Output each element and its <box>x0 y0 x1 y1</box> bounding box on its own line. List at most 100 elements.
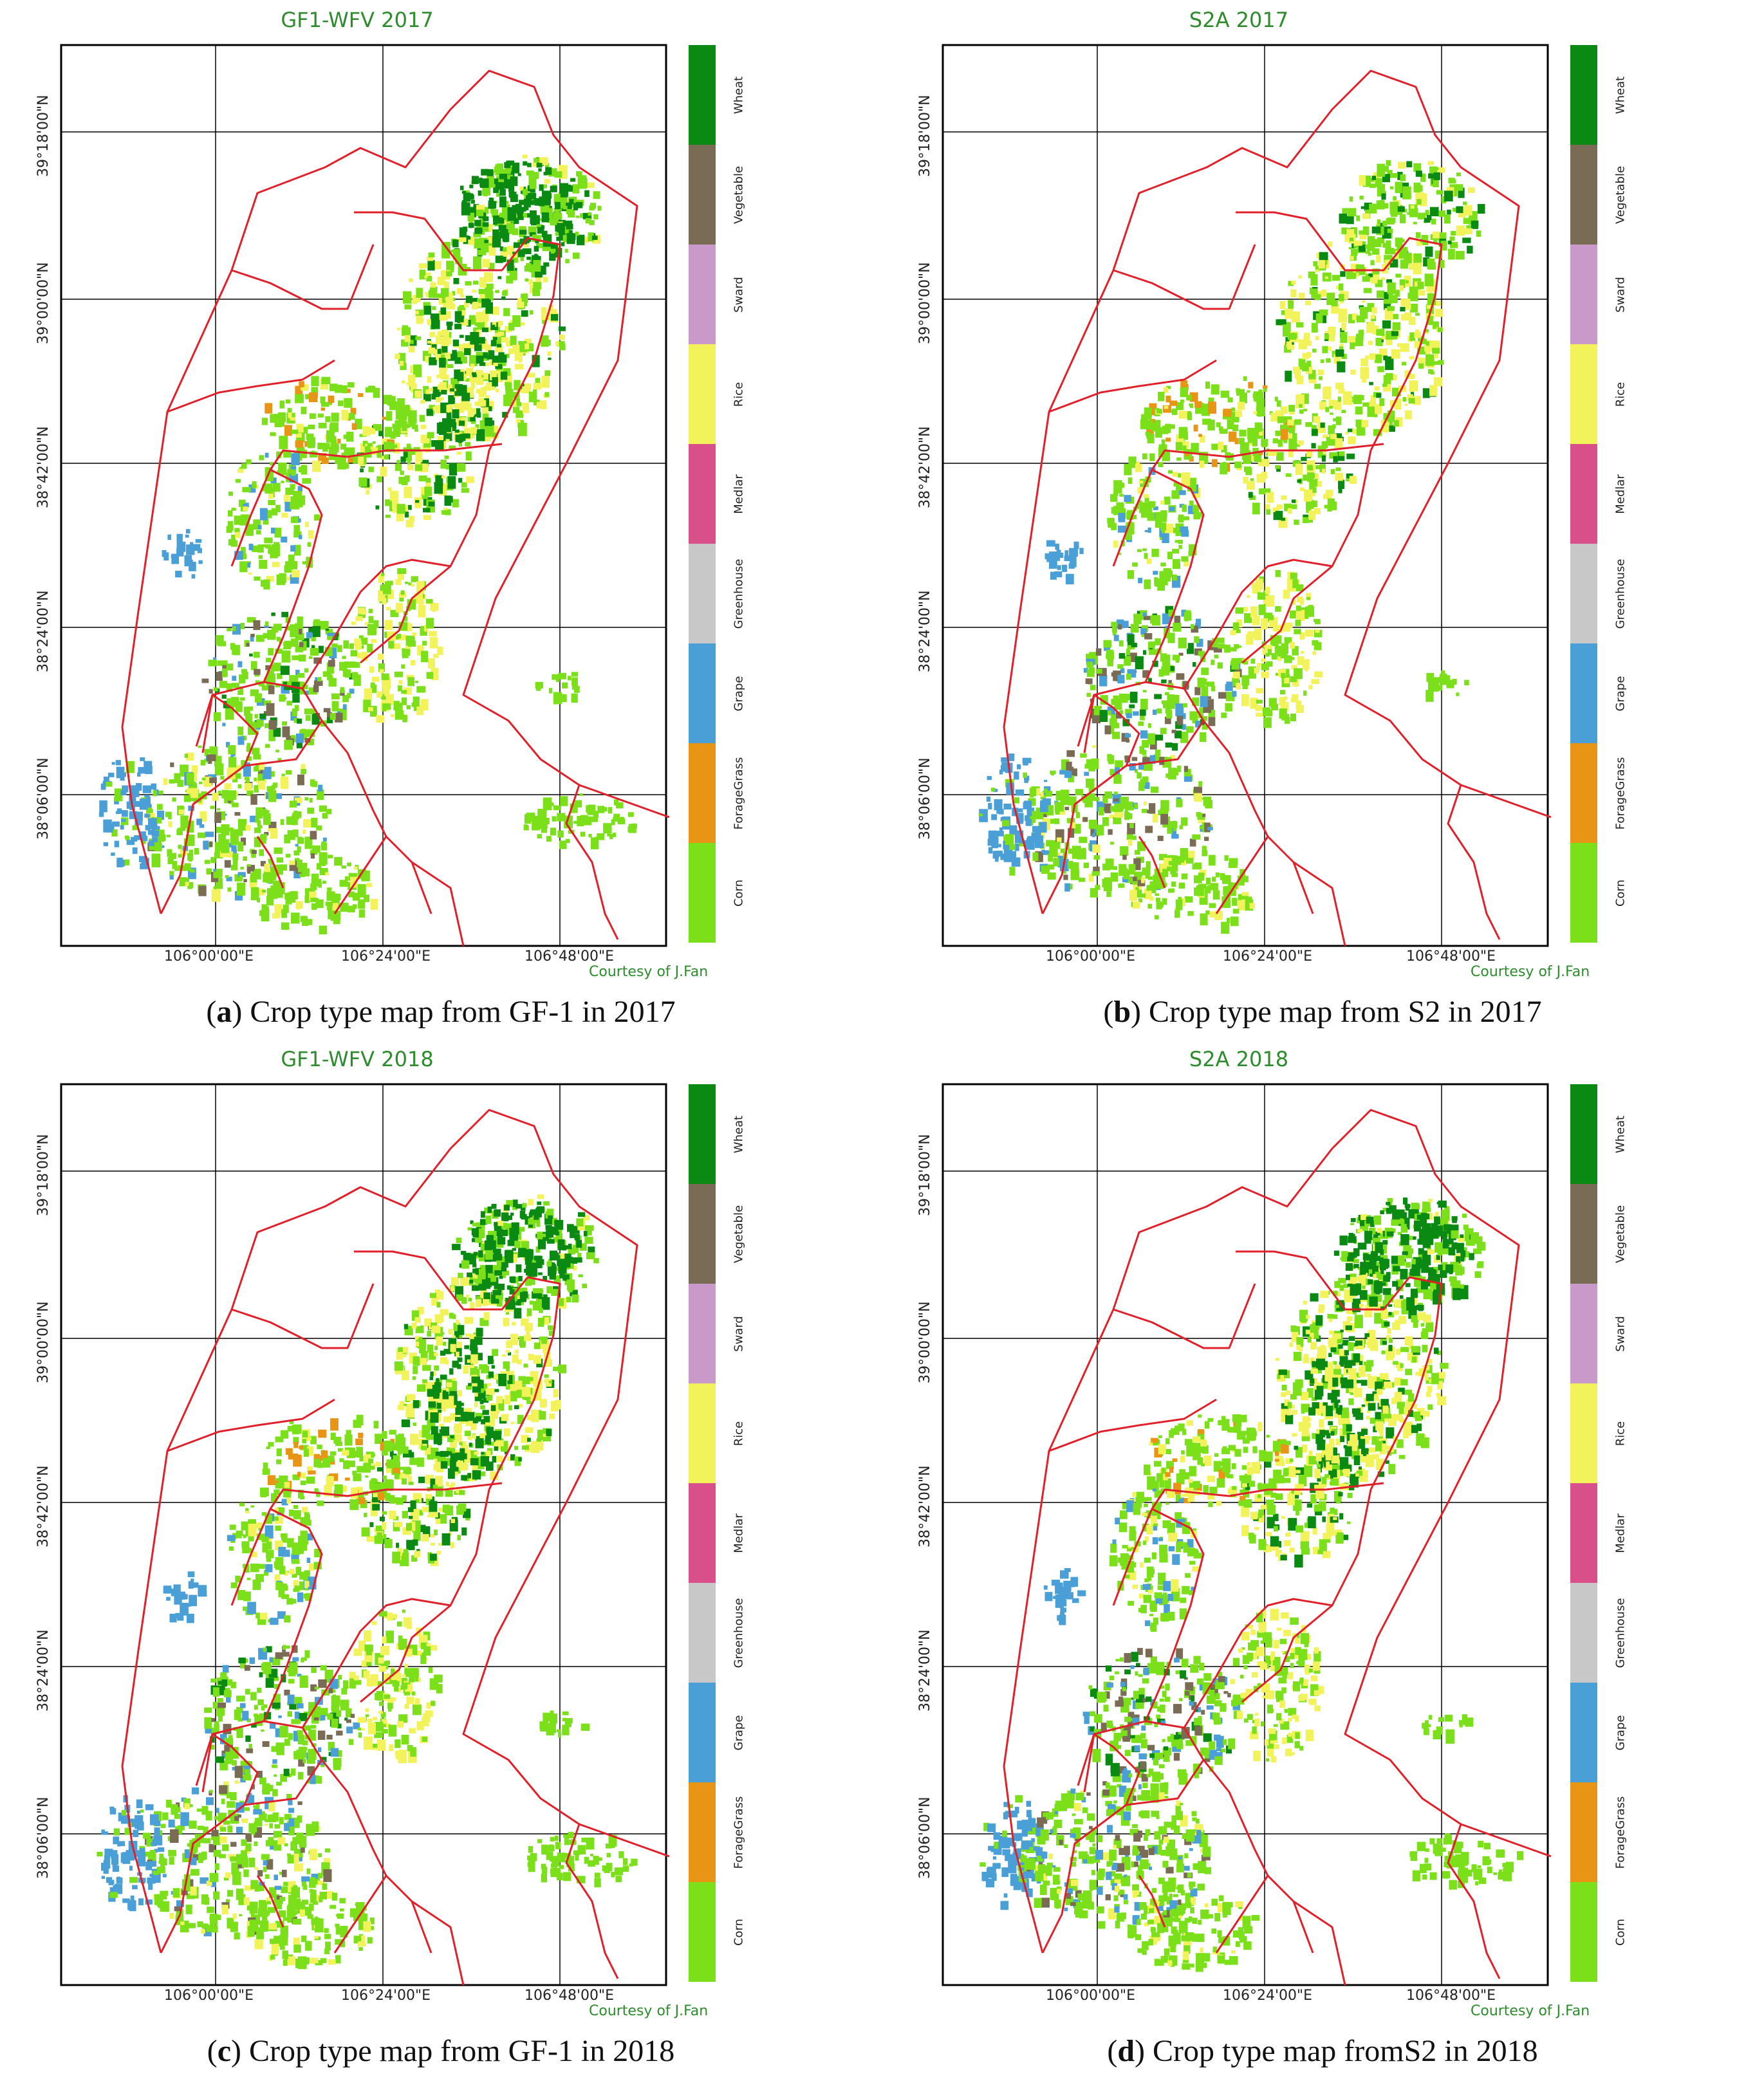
crop-patch <box>1433 361 1439 365</box>
crop-patch <box>281 650 291 663</box>
crop-patch <box>121 818 126 822</box>
crop-patch <box>1160 500 1165 504</box>
crop-patch <box>382 703 391 710</box>
crop-patch <box>1291 311 1300 323</box>
crop-patch <box>519 199 527 205</box>
crop-patch <box>1379 398 1384 406</box>
crop-patch <box>447 1437 454 1443</box>
crop-patch <box>1116 502 1124 510</box>
crop-patch <box>1140 698 1148 710</box>
crop-patch <box>340 882 348 887</box>
crop-patch <box>291 429 299 434</box>
legend-swatch <box>689 843 716 943</box>
crop-patch <box>455 257 463 264</box>
crop-patch <box>525 278 529 282</box>
crop-patch <box>489 370 497 381</box>
crop-patch <box>1165 423 1171 433</box>
crop-patch <box>575 202 583 208</box>
crop-patch <box>284 499 289 504</box>
crop-patch <box>358 477 367 487</box>
crop-patch <box>1172 472 1178 477</box>
crop-patch <box>526 1308 532 1317</box>
crop-patch <box>147 829 155 835</box>
crop-patch <box>237 661 243 668</box>
crop-patch <box>265 510 272 519</box>
crop-patch <box>608 807 613 814</box>
crop-patch <box>294 705 299 711</box>
crop-patch <box>547 351 552 356</box>
crop-patch <box>1339 213 1348 224</box>
crop-patch <box>1113 634 1119 642</box>
crop-patch <box>1372 248 1380 255</box>
crop-patch <box>1305 422 1312 427</box>
crop-patch <box>364 894 370 902</box>
crop-patch <box>1130 624 1139 633</box>
crop-patch <box>1371 307 1377 314</box>
crop-patch <box>591 236 598 240</box>
crop-patch <box>237 882 245 896</box>
crop-patch <box>530 1394 535 1401</box>
crop-patch <box>1297 440 1304 445</box>
crop-patch <box>1192 834 1201 840</box>
crop-patch <box>1173 482 1180 487</box>
crop-patch <box>241 760 247 770</box>
crop-patch <box>340 687 345 694</box>
legend-label: ForageGrass <box>732 757 746 830</box>
crop-patch <box>457 351 465 362</box>
crop-patch <box>1295 611 1303 616</box>
crop-patch <box>298 467 304 473</box>
crop-patch <box>439 382 447 393</box>
crop-patch <box>219 851 229 858</box>
crop-patch <box>470 427 478 434</box>
crop-patch <box>495 370 503 383</box>
crop-patch <box>544 392 550 397</box>
crop-patch <box>518 1403 523 1408</box>
crop-patch <box>281 481 284 483</box>
crop-patch <box>276 636 281 642</box>
crop-patch <box>1303 340 1312 346</box>
crop-patch <box>384 441 391 447</box>
crop-patch <box>249 653 253 657</box>
crop-patch <box>266 809 270 814</box>
crop-patch <box>1170 773 1174 777</box>
crop-patch <box>1377 219 1381 225</box>
crop-patch <box>526 170 534 176</box>
crop-patch <box>398 592 407 598</box>
crop-patch <box>530 1277 535 1285</box>
crop-patch <box>297 846 301 853</box>
crop-patch <box>444 455 449 459</box>
crop-patch <box>413 1360 420 1366</box>
crop-patch <box>1434 377 1443 387</box>
crop-patch <box>1267 492 1274 503</box>
crop-patch <box>1129 692 1138 703</box>
crop-patch <box>1144 505 1153 515</box>
crop-patch <box>1116 619 1124 629</box>
crop-patch <box>183 795 191 802</box>
crop-patch <box>222 723 226 726</box>
crop-patch <box>1192 715 1198 724</box>
crop-patch <box>441 346 448 353</box>
crop-patch <box>1109 769 1115 775</box>
crop-patch <box>334 856 342 866</box>
crop-legend: Wheat Vegetable Sward Rice Medlar Greenhouse G… <box>1570 45 1628 946</box>
crop-patch <box>358 457 364 465</box>
crop-patch <box>1306 449 1313 457</box>
crop-patch <box>1125 708 1132 716</box>
crop-patch <box>422 1365 431 1371</box>
crop-patch <box>487 236 496 244</box>
crop-patch <box>1410 205 1415 209</box>
crop-patch <box>366 490 370 495</box>
crop-patch <box>453 1322 461 1331</box>
crop-patch <box>1203 706 1212 713</box>
crop-patch <box>458 441 463 447</box>
latitude-label: 39°00'00"N <box>917 262 933 344</box>
crop-patch <box>534 246 539 252</box>
crop-patch <box>1471 220 1478 229</box>
crop-patch <box>1372 268 1380 275</box>
crop-patch <box>393 444 398 448</box>
crop-patch <box>221 824 230 836</box>
crop-patch <box>1405 280 1409 284</box>
crop-patch <box>1152 709 1157 715</box>
crop-patch <box>268 730 275 741</box>
crop-patch <box>1155 638 1161 645</box>
